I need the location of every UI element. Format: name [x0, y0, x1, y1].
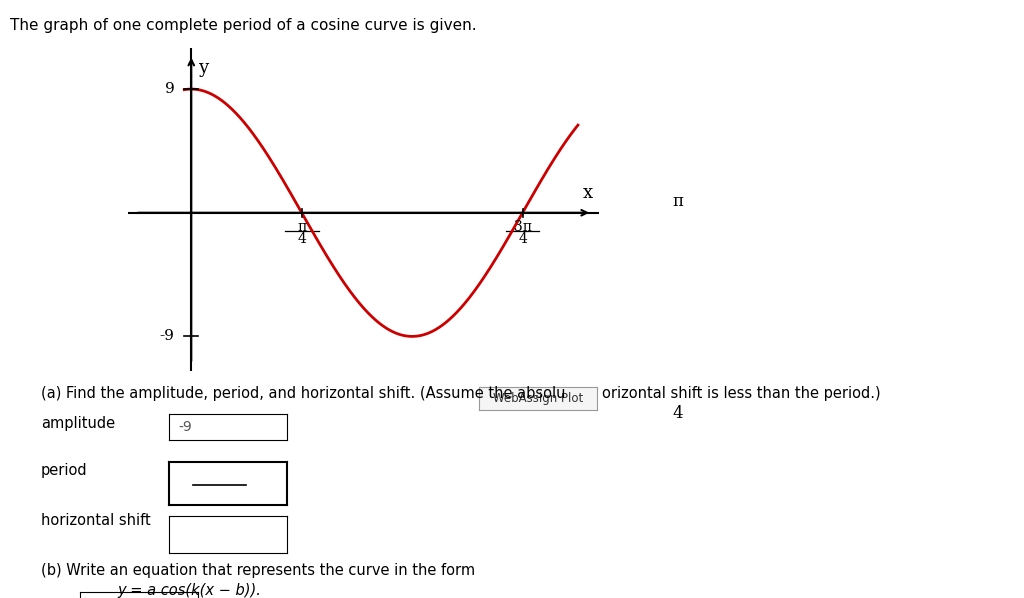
- Text: horizontal shift: horizontal shift: [41, 513, 151, 528]
- Text: π: π: [297, 219, 306, 234]
- Text: period: period: [41, 463, 88, 478]
- Text: -9: -9: [178, 420, 193, 434]
- Text: 9: 9: [165, 82, 174, 96]
- Text: WebAssign Plot: WebAssign Plot: [493, 392, 584, 405]
- Text: 4: 4: [297, 232, 306, 246]
- Text: 3π: 3π: [514, 219, 531, 234]
- Text: 4: 4: [518, 232, 527, 246]
- Text: orizontal shift is less than the period.): orizontal shift is less than the period.…: [602, 386, 881, 401]
- Text: -9: -9: [160, 329, 174, 343]
- Text: The graph of one complete period of a cosine curve is given.: The graph of one complete period of a co…: [10, 18, 477, 33]
- Text: π: π: [672, 194, 683, 210]
- Text: amplitude: amplitude: [41, 416, 115, 431]
- Text: (a) Find the amplitude, period, and horizontal shift. (Assume the absolu: (a) Find the amplitude, period, and hori…: [41, 386, 565, 401]
- Text: (b) Write an equation that represents the curve in the form: (b) Write an equation that represents th…: [41, 563, 475, 578]
- Text: 4: 4: [672, 405, 683, 422]
- Text: y: y: [199, 59, 209, 77]
- Text: y = a cos(k(x − b)).: y = a cos(k(x − b)).: [118, 583, 262, 598]
- Text: x: x: [583, 184, 593, 202]
